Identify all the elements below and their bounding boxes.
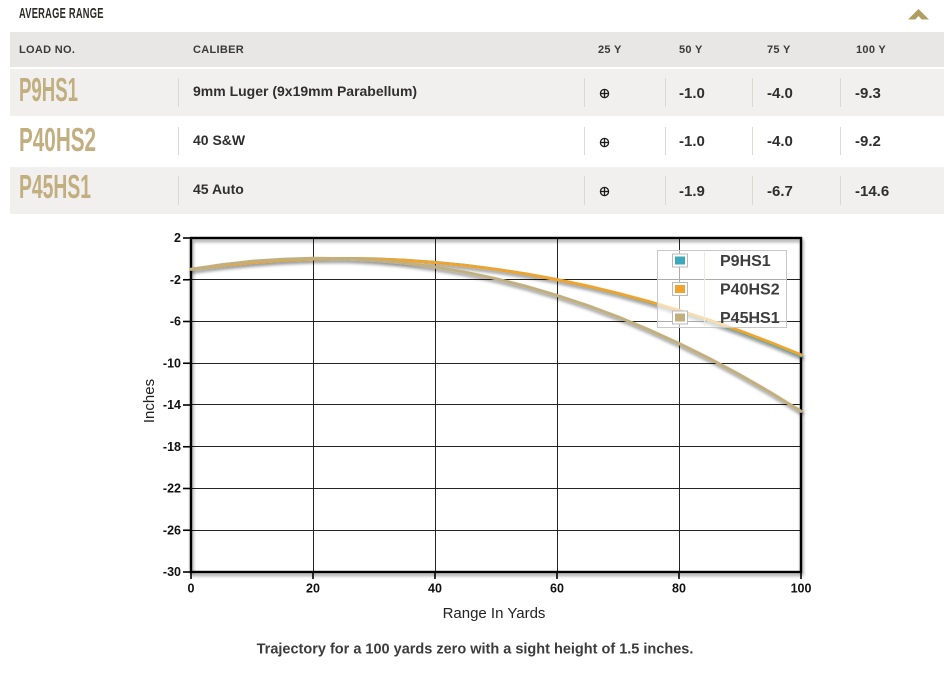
svg-text:100: 100 (791, 582, 812, 596)
svg-text:-10: -10 (163, 356, 181, 370)
svg-text:-26: -26 (163, 523, 181, 537)
svg-text:-22: -22 (163, 482, 181, 496)
svg-text:P45HS1: P45HS1 (720, 310, 780, 327)
svg-text:40: 40 (428, 582, 442, 596)
svg-text:20: 20 (306, 582, 320, 596)
svg-text:P9HS1: P9HS1 (720, 253, 771, 270)
svg-text:0: 0 (188, 582, 195, 596)
svg-text:-2: -2 (170, 273, 181, 287)
svg-text:-14: -14 (163, 398, 181, 412)
svg-text:P40HS2: P40HS2 (720, 282, 780, 299)
svg-text:60: 60 (550, 582, 564, 596)
svg-text:-30: -30 (163, 565, 181, 579)
svg-text:80: 80 (672, 582, 686, 596)
svg-text:Trajectory for a 100 yards zer: Trajectory for a 100 yards zero with a s… (257, 642, 694, 658)
svg-text:2: 2 (174, 231, 181, 245)
svg-text:Inches: Inches (141, 379, 158, 423)
svg-text:-18: -18 (163, 440, 181, 454)
svg-text:-6: -6 (170, 315, 181, 329)
svg-text:Range In Yards: Range In Yards (443, 605, 546, 622)
